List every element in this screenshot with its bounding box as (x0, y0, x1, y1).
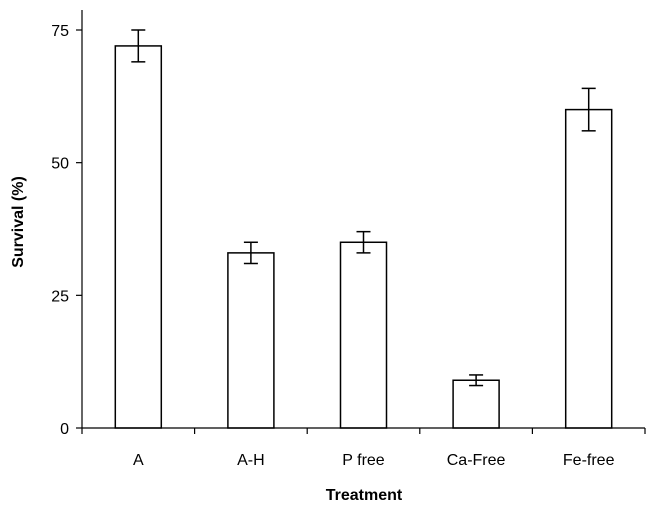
bar-a (114, 45, 163, 429)
y-tick-label: 25 (51, 288, 69, 305)
x-axis-title: Treatment (326, 487, 403, 504)
y-axis-title: Survival (%) (10, 176, 27, 268)
y-tick-label: 50 (51, 156, 69, 173)
bar-fe-free (564, 108, 613, 429)
error-bars-layer (131, 29, 596, 387)
x-tick-label: Ca-Free (447, 452, 506, 469)
x-ticks-layer: A A-H P free Ca-Free Fe-free (81, 428, 646, 469)
x-tick-label: Fe-free (563, 452, 615, 469)
bar-a-h (227, 252, 275, 429)
bar-p-free (339, 241, 388, 429)
x-tick-label: A (133, 452, 144, 469)
y-tick-label: 0 (60, 421, 69, 438)
x-tick-label: P free (342, 452, 385, 469)
x-tick-label: A-H (237, 452, 265, 469)
bar-ca-free (452, 379, 500, 429)
y-tick-label: 75 (51, 23, 69, 40)
y-ticks-layer: 0 25 50 75 (51, 23, 82, 438)
